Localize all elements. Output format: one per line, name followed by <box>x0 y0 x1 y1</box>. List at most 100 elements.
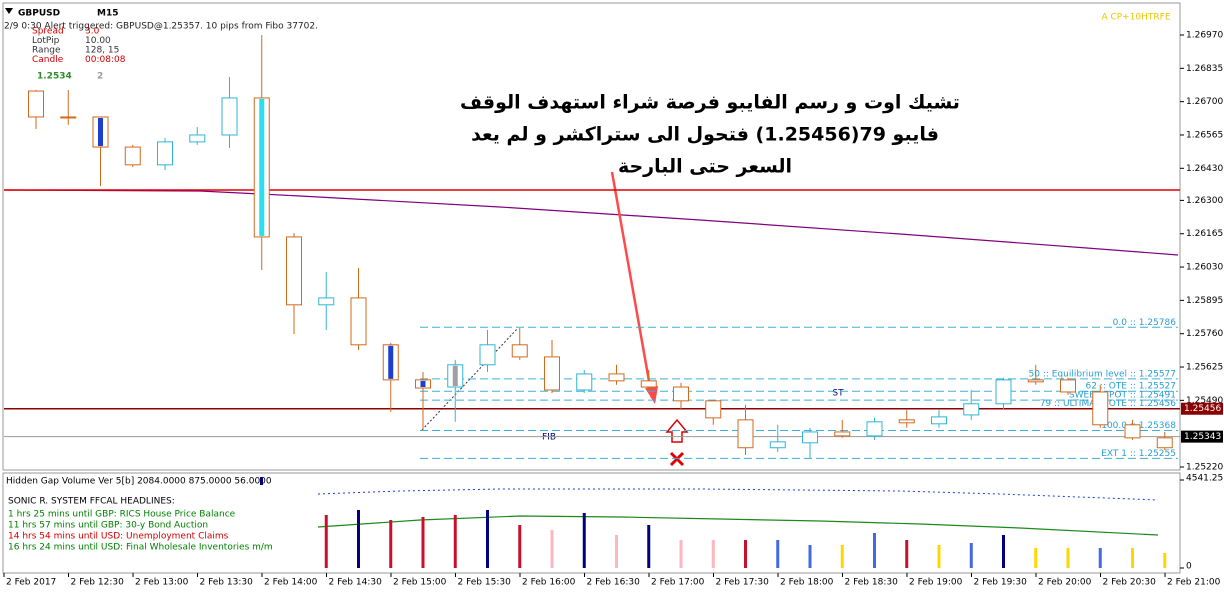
price-tick-label: 1.25220 <box>1186 463 1223 473</box>
annotation-line: تشيك اوت و رسم الفايبو فرصة شراء استهدف … <box>460 92 960 114</box>
price-tick-label: 1.26565 <box>1186 130 1223 140</box>
candle-body-fill <box>259 98 265 236</box>
candle-body <box>350 297 367 346</box>
price-tick-label: 1.25895 <box>1186 296 1223 306</box>
symbol: GBPUSD <box>18 9 60 19</box>
corner-tag: A CP+10HTRFE <box>1101 13 1170 23</box>
price-tick-label: 1.26165 <box>1186 229 1223 239</box>
candle-body <box>479 344 496 366</box>
main-frame <box>2 2 1181 471</box>
info-label: Candle <box>32 55 64 65</box>
candle-body <box>673 386 689 402</box>
time-tick-label: 2 Feb 14:00 <box>264 578 318 588</box>
time-tick-label: 2 Feb 18:00 <box>780 578 834 588</box>
candle-body <box>995 379 1012 405</box>
volume-frame <box>2 472 1181 574</box>
price-line-label: 1.25456 <box>1184 404 1221 414</box>
volume-legend-swatch <box>260 477 263 485</box>
candle-body <box>802 431 818 444</box>
time-tick-label: 2 Feb 20:30 <box>1103 578 1157 588</box>
candle-body <box>640 380 657 388</box>
info-label: LotPip <box>32 36 60 46</box>
headline: 16 hrs 24 mins until USD: Final Wholesal… <box>8 543 273 553</box>
fib-level-label: 0.0 :: 1.25786 <box>1113 318 1177 328</box>
price-last-digit: 2 <box>97 72 103 82</box>
candle-body <box>318 297 335 306</box>
candle-body <box>60 116 77 119</box>
menu-triangle[interactable] <box>5 8 13 14</box>
volume-average-dotted <box>317 488 1159 501</box>
candle-body-fill <box>388 345 394 379</box>
price-tick-label: 1.25490 <box>1186 396 1223 406</box>
price-tick-label: 1.26970 <box>1186 31 1223 41</box>
candle-body <box>576 373 593 391</box>
time-tick-label: 2 Feb 16:30 <box>587 578 641 588</box>
fib-label: FIB <box>542 433 556 443</box>
volume-tick-label: 0 <box>1186 562 1192 572</box>
moving-average <box>3 189 1179 256</box>
time-tick-label: 2 Feb 20:00 <box>1038 578 1092 588</box>
candle-body <box>1060 379 1076 393</box>
time-tick-label: 2 Feb 17:00 <box>651 578 705 588</box>
volume-tick-label: 4541.25 <box>1186 474 1223 484</box>
time-tick-label: 2 Feb 13:30 <box>200 578 254 588</box>
candle-body <box>769 441 786 449</box>
headline: 1 hrs 25 mins until GBP: RICS House Pric… <box>8 510 236 520</box>
time-tick-label: 2 Feb 18:30 <box>845 578 899 588</box>
headline: 14 hrs 54 mins until USD: Unemployment C… <box>8 532 229 542</box>
candle-body <box>511 344 528 358</box>
time-tick-label: 2 Feb 17:30 <box>716 578 770 588</box>
candle-body <box>1092 391 1109 426</box>
candle-body <box>963 403 980 416</box>
candle-body-fill <box>420 380 426 388</box>
info-value: 00:08:08 <box>85 55 126 65</box>
candle-body <box>28 90 44 118</box>
fib-anchor <box>421 327 519 431</box>
candle-body <box>1124 424 1141 439</box>
timeframe: M15 <box>97 9 118 19</box>
price-tick-label: 1.26030 <box>1186 263 1223 273</box>
info-label: Range <box>32 46 61 56</box>
candle-body <box>221 97 238 136</box>
candle-body <box>124 146 141 166</box>
pointer-arrow <box>610 171 654 399</box>
time-tick-label: 2 Feb 19:30 <box>974 578 1028 588</box>
annotation-line: فايبو 79(1.25456) فتحول الى ستراكشر و لم… <box>471 124 939 146</box>
time-tick-label: 2 Feb 16:00 <box>522 578 576 588</box>
headline: 11 hrs 57 mins until GBP: 30-y Bond Auct… <box>8 521 208 531</box>
candle-body <box>286 236 302 306</box>
info-value: 10.00 <box>85 36 111 46</box>
price-line-label: 1.25343 <box>1184 432 1221 442</box>
volume-average <box>317 515 1159 536</box>
candle-body <box>1027 379 1044 383</box>
price-line-box <box>1181 430 1223 443</box>
price-tick-label: 1.26300 <box>1186 196 1223 206</box>
time-tick-label: 2 Feb 14:30 <box>329 578 383 588</box>
time-tick-label: 2 Feb 21:00 <box>1167 578 1221 588</box>
candle-body <box>544 356 560 391</box>
info-value: 128, 15 <box>85 46 119 56</box>
candle-body <box>608 373 625 382</box>
candle-body-fill <box>452 365 458 387</box>
price-main: 1.2534 <box>37 72 72 82</box>
candle-body <box>157 141 173 166</box>
time-tick-label: 2 Feb 15:00 <box>393 578 447 588</box>
price-tick-label: 1.25625 <box>1186 363 1223 373</box>
time-tick-label: 2 Feb 19:00 <box>909 578 963 588</box>
info-label: Spread <box>32 27 64 37</box>
price-tick-label: 1.25760 <box>1186 329 1223 339</box>
fib-level-label: EXT 1 :: 1.25255 <box>1101 449 1176 459</box>
candle-body <box>705 400 722 419</box>
fib-level-label: 50 :: Equilibrium level :: 1.25577 <box>1029 369 1177 379</box>
candle-body <box>189 134 206 143</box>
candle-body <box>1156 437 1173 449</box>
price-tick-label: 1.26835 <box>1186 64 1223 74</box>
pointer-arrow-head <box>645 386 658 404</box>
headlines-title: SONIC R. SYSTEM FFCAL HEADLINES: <box>8 497 175 507</box>
time-tick-label: 2 Feb 13:00 <box>135 578 189 588</box>
price-tick-label: 1.26700 <box>1186 97 1223 107</box>
time-tick-label: 2 Feb 15:30 <box>458 578 512 588</box>
candle-body <box>834 431 851 437</box>
